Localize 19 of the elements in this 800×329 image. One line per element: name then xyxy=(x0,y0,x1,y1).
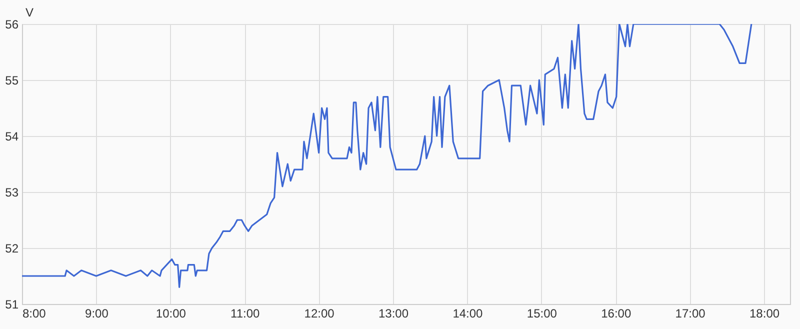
x-tick-label: 10:00 xyxy=(156,306,186,320)
y-tick-label: 55 xyxy=(5,74,19,88)
x-tick-label: 9:00 xyxy=(85,306,109,320)
x-tick-label: 8:00 xyxy=(22,306,46,320)
x-tick-label: 13:00 xyxy=(378,306,409,320)
x-tick-label: 11:00 xyxy=(230,306,260,320)
x-tick-label: 17:00 xyxy=(675,306,706,320)
y-tick-label: 52 xyxy=(5,242,19,256)
y-tick-label: 51 xyxy=(5,298,19,312)
y-tick-label: 54 xyxy=(5,130,19,144)
y-tick-label: 56 xyxy=(5,18,19,32)
x-tick-label: 14:00 xyxy=(452,306,484,320)
y-tick-label: 53 xyxy=(5,186,19,200)
x-tick-label: 18:00 xyxy=(750,306,780,320)
x-tick-label: 15:00 xyxy=(526,306,558,320)
x-tick-label: 12:00 xyxy=(304,306,335,320)
line-series xyxy=(22,24,752,288)
x-tick-label: 16:00 xyxy=(601,306,632,320)
y-axis-title: V xyxy=(26,6,34,20)
